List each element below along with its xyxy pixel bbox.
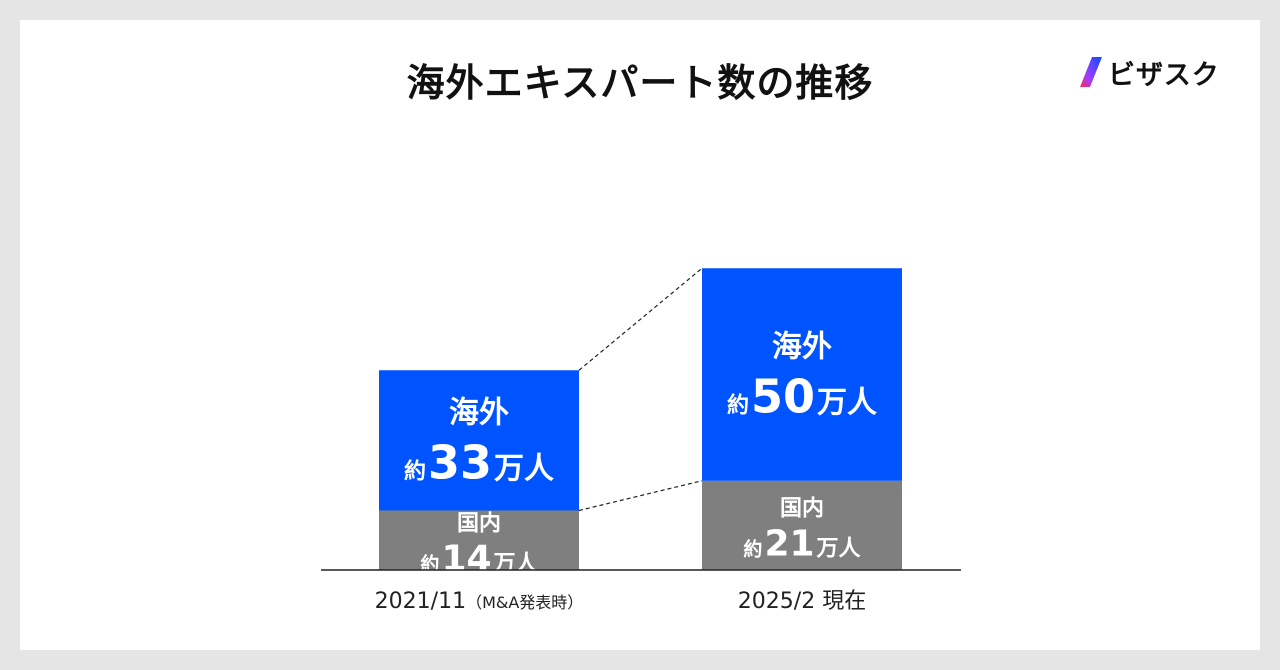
data-label-domestic-2: 約21万人 xyxy=(743,523,860,564)
data-label-number: 21 xyxy=(764,523,814,564)
data-label-overseas-2: 約50万人 xyxy=(727,370,877,424)
data-label-number: 33 xyxy=(428,435,492,489)
bar-segment-domestic-1 xyxy=(379,510,579,570)
x-tick-label-text: 2021/11 xyxy=(375,589,466,614)
logo-slash-icon xyxy=(1080,57,1102,87)
brand-logo: ビザスク xyxy=(1076,54,1220,91)
data-label-suffix: 万人 xyxy=(816,536,861,561)
bar-segment-overseas-1 xyxy=(379,370,579,511)
series-label-overseas-2: 海外 xyxy=(772,330,832,365)
x-tick-label-text: 2025/2 現在 xyxy=(738,589,866,614)
series-label-overseas-1: 海外 xyxy=(449,395,509,430)
series-label-domestic-2: 国内 xyxy=(780,496,824,521)
data-label-prefix: 約 xyxy=(404,458,426,484)
data-label-number: 14 xyxy=(441,538,491,579)
data-label-suffix: 万人 xyxy=(817,386,877,421)
data-label-prefix: 約 xyxy=(743,537,762,560)
x-tick-label-2: 2025/2 現在 xyxy=(738,589,866,614)
bar-segment-domestic-2 xyxy=(702,480,902,570)
data-label-number: 50 xyxy=(751,370,815,424)
data-label-overseas-1: 約33万人 xyxy=(404,435,554,489)
x-tick-label-note: （M&A発表時） xyxy=(466,593,583,612)
data-label-suffix: 万人 xyxy=(494,451,554,486)
data-label-prefix: 約 xyxy=(420,552,439,575)
data-label-suffix: 万人 xyxy=(493,551,538,576)
bar-segment-overseas-2 xyxy=(702,268,902,481)
chart-card xyxy=(20,20,1260,650)
series-label-domestic-1: 国内 xyxy=(457,511,501,536)
connector-line-middle xyxy=(578,480,703,512)
x-tick-label-1: 2021/11（M&A発表時） xyxy=(375,589,584,614)
connector-line-top xyxy=(578,267,703,371)
chart-title: 海外エキスパート数の推移 xyxy=(406,61,874,105)
logo-text: ビザスク xyxy=(1108,59,1220,91)
data-label-prefix: 約 xyxy=(727,393,749,419)
